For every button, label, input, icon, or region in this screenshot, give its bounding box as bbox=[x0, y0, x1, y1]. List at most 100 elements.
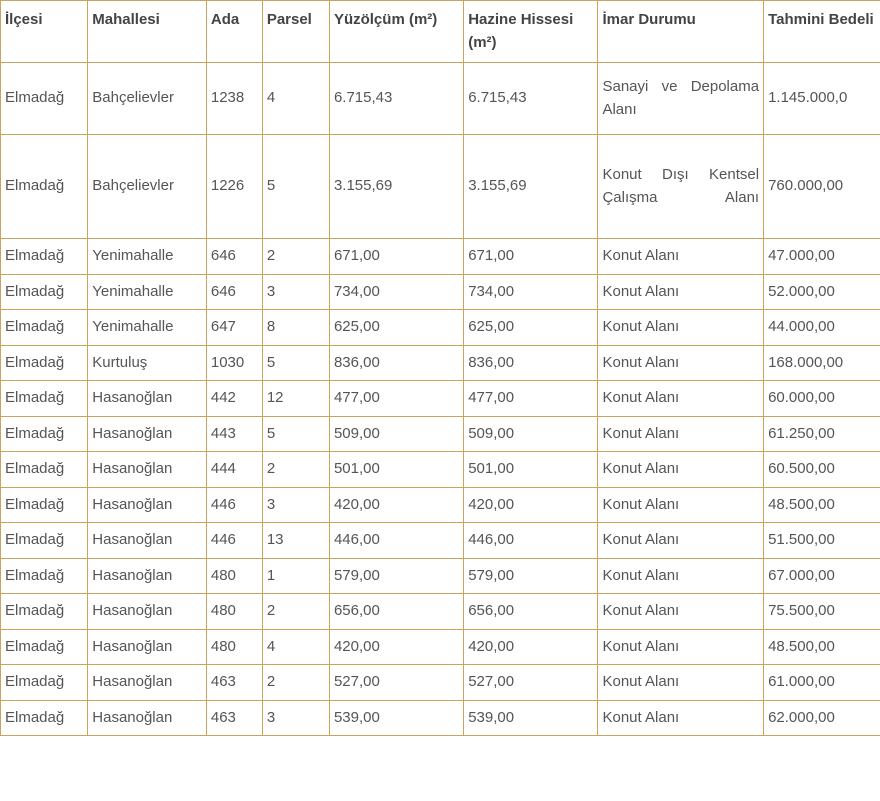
cell-ilcesi: Elmadağ bbox=[1, 274, 88, 310]
cell-yuz: 6.715,43 bbox=[329, 63, 463, 135]
cell-ada: 443 bbox=[206, 416, 262, 452]
col-header-parsel: Parsel bbox=[262, 1, 329, 63]
cell-hisse: 539,00 bbox=[464, 700, 598, 736]
table-row: ElmadağHasanoğlan44613446,00446,00Konut … bbox=[1, 523, 880, 559]
cell-mahalle: Hasanoğlan bbox=[88, 558, 207, 594]
cell-bedel: 44.000,00 bbox=[764, 310, 880, 346]
cell-mahalle: Hasanoğlan bbox=[88, 381, 207, 417]
cell-ada: 1238 bbox=[206, 63, 262, 135]
cell-yuz: 539,00 bbox=[329, 700, 463, 736]
cell-imar: Konut Alanı bbox=[598, 700, 764, 736]
cell-ilcesi: Elmadağ bbox=[1, 416, 88, 452]
cell-mahalle: Hasanoğlan bbox=[88, 452, 207, 488]
cell-parsel: 3 bbox=[262, 487, 329, 523]
cell-hisse: 671,00 bbox=[464, 239, 598, 275]
cell-imar: Konut Dışı Kentsel Çalışma Alanı bbox=[598, 135, 764, 239]
cell-bedel: 760.000,00 bbox=[764, 135, 880, 239]
table-row: ElmadağHasanoğlan4435509,00509,00Konut A… bbox=[1, 416, 880, 452]
cell-yuz: 420,00 bbox=[329, 487, 463, 523]
cell-bedel: 51.500,00 bbox=[764, 523, 880, 559]
cell-hisse: 501,00 bbox=[464, 452, 598, 488]
cell-ada: 647 bbox=[206, 310, 262, 346]
cell-mahalle: Kurtuluş bbox=[88, 345, 207, 381]
table-row: ElmadağBahçelievler123846.715,436.715,43… bbox=[1, 63, 880, 135]
cell-ilcesi: Elmadağ bbox=[1, 594, 88, 630]
cell-parsel: 1 bbox=[262, 558, 329, 594]
cell-hisse: 836,00 bbox=[464, 345, 598, 381]
cell-parsel: 2 bbox=[262, 665, 329, 701]
table-header-row: İlçesi Mahallesi Ada Parsel Yüzölçüm (m²… bbox=[1, 1, 880, 63]
col-header-mahalle: Mahallesi bbox=[88, 1, 207, 63]
table-row: ElmadağHasanoğlan4442501,00501,00Konut A… bbox=[1, 452, 880, 488]
cell-mahalle: Hasanoğlan bbox=[88, 665, 207, 701]
cell-yuz: 579,00 bbox=[329, 558, 463, 594]
cell-ada: 463 bbox=[206, 700, 262, 736]
col-header-yuz: Yüzölçüm (m²) bbox=[329, 1, 463, 63]
cell-mahalle: Hasanoğlan bbox=[88, 629, 207, 665]
cell-ada: 480 bbox=[206, 558, 262, 594]
cell-ada: 646 bbox=[206, 274, 262, 310]
cell-bedel: 67.000,00 bbox=[764, 558, 880, 594]
cell-ada: 646 bbox=[206, 239, 262, 275]
table-row: ElmadağYenimahalle6462671,00671,00Konut … bbox=[1, 239, 880, 275]
cell-ilcesi: Elmadağ bbox=[1, 310, 88, 346]
col-header-ada: Ada bbox=[206, 1, 262, 63]
cell-hisse: 509,00 bbox=[464, 416, 598, 452]
cell-yuz: 446,00 bbox=[329, 523, 463, 559]
cell-yuz: 501,00 bbox=[329, 452, 463, 488]
cell-imar: Konut Alanı bbox=[598, 594, 764, 630]
cell-hisse: 446,00 bbox=[464, 523, 598, 559]
table-row: ElmadağHasanoğlan4804420,00420,00Konut A… bbox=[1, 629, 880, 665]
cell-parsel: 5 bbox=[262, 135, 329, 239]
cell-yuz: 656,00 bbox=[329, 594, 463, 630]
col-header-ilcesi: İlçesi bbox=[1, 1, 88, 63]
table-row: ElmadağHasanoğlan4802656,00656,00Konut A… bbox=[1, 594, 880, 630]
cell-ada: 480 bbox=[206, 594, 262, 630]
cell-parsel: 3 bbox=[262, 700, 329, 736]
cell-hisse: 656,00 bbox=[464, 594, 598, 630]
table-row: ElmadağYenimahalle6463734,00734,00Konut … bbox=[1, 274, 880, 310]
cell-bedel: 61.250,00 bbox=[764, 416, 880, 452]
cell-mahalle: Yenimahalle bbox=[88, 274, 207, 310]
cell-hisse: 625,00 bbox=[464, 310, 598, 346]
col-header-imar: İmar Durumu bbox=[598, 1, 764, 63]
cell-hisse: 420,00 bbox=[464, 487, 598, 523]
cell-bedel: 47.000,00 bbox=[764, 239, 880, 275]
cell-bedel: 62.000,00 bbox=[764, 700, 880, 736]
table-row: ElmadağHasanoğlan44212477,00477,00Konut … bbox=[1, 381, 880, 417]
cell-ilcesi: Elmadağ bbox=[1, 135, 88, 239]
cell-imar: Konut Alanı bbox=[598, 345, 764, 381]
table-row: ElmadağKurtuluş10305836,00836,00Konut Al… bbox=[1, 345, 880, 381]
table-body: ElmadağBahçelievler123846.715,436.715,43… bbox=[1, 63, 880, 736]
cell-imar: Konut Alanı bbox=[598, 629, 764, 665]
cell-yuz: 527,00 bbox=[329, 665, 463, 701]
cell-ada: 446 bbox=[206, 523, 262, 559]
cell-bedel: 61.000,00 bbox=[764, 665, 880, 701]
cell-mahalle: Bahçelievler bbox=[88, 135, 207, 239]
table-row: ElmadağYenimahalle6478625,00625,00Konut … bbox=[1, 310, 880, 346]
cell-imar: Konut Alanı bbox=[598, 558, 764, 594]
cell-mahalle: Yenimahalle bbox=[88, 310, 207, 346]
cell-mahalle: Bahçelievler bbox=[88, 63, 207, 135]
table-row: ElmadağHasanoğlan4463420,00420,00Konut A… bbox=[1, 487, 880, 523]
cell-ilcesi: Elmadağ bbox=[1, 523, 88, 559]
cell-imar: Sanayi ve Depolama Alanı bbox=[598, 63, 764, 135]
cell-ada: 463 bbox=[206, 665, 262, 701]
cell-imar: Konut Alanı bbox=[598, 487, 764, 523]
cell-mahalle: Yenimahalle bbox=[88, 239, 207, 275]
cell-ilcesi: Elmadağ bbox=[1, 665, 88, 701]
cell-mahalle: Hasanoğlan bbox=[88, 594, 207, 630]
cell-bedel: 48.500,00 bbox=[764, 629, 880, 665]
cell-parsel: 13 bbox=[262, 523, 329, 559]
cell-imar: Konut Alanı bbox=[598, 452, 764, 488]
cell-ada: 1226 bbox=[206, 135, 262, 239]
cell-mahalle: Hasanoğlan bbox=[88, 487, 207, 523]
cell-parsel: 5 bbox=[262, 416, 329, 452]
cell-ilcesi: Elmadağ bbox=[1, 487, 88, 523]
cell-bedel: 52.000,00 bbox=[764, 274, 880, 310]
cell-bedel: 48.500,00 bbox=[764, 487, 880, 523]
cell-parsel: 3 bbox=[262, 274, 329, 310]
cell-ilcesi: Elmadağ bbox=[1, 558, 88, 594]
cell-hisse: 420,00 bbox=[464, 629, 598, 665]
table-row: ElmadağHasanoğlan4632527,00527,00Konut A… bbox=[1, 665, 880, 701]
